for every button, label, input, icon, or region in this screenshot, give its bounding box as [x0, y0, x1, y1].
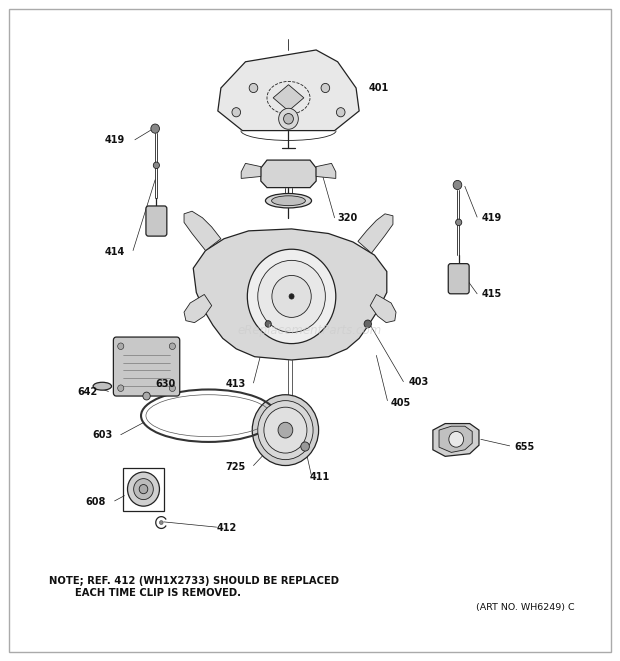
- Circle shape: [449, 432, 464, 447]
- Text: 320: 320: [338, 213, 358, 223]
- Text: 630: 630: [155, 379, 175, 389]
- Polygon shape: [261, 160, 316, 188]
- Polygon shape: [358, 214, 393, 253]
- Circle shape: [453, 180, 462, 190]
- FancyBboxPatch shape: [146, 206, 167, 236]
- Text: (ART NO. WH6249) C: (ART NO. WH6249) C: [476, 603, 574, 611]
- Text: 415: 415: [482, 290, 502, 299]
- Circle shape: [301, 442, 309, 451]
- Circle shape: [153, 162, 159, 169]
- Text: 401: 401: [368, 83, 389, 93]
- Text: 412: 412: [216, 524, 237, 533]
- Circle shape: [456, 219, 462, 225]
- Text: NOTE; REF. 412 (WH1X2733) SHOULD BE REPLACED: NOTE; REF. 412 (WH1X2733) SHOULD BE REPL…: [49, 576, 339, 586]
- Circle shape: [169, 385, 175, 391]
- Ellipse shape: [264, 407, 307, 453]
- Polygon shape: [433, 424, 479, 456]
- Polygon shape: [184, 212, 221, 251]
- Circle shape: [169, 343, 175, 350]
- Circle shape: [265, 321, 272, 327]
- Polygon shape: [193, 229, 387, 360]
- Text: 414: 414: [104, 247, 125, 257]
- Circle shape: [278, 422, 293, 438]
- FancyBboxPatch shape: [448, 264, 469, 293]
- Ellipse shape: [258, 401, 313, 459]
- FancyBboxPatch shape: [113, 337, 180, 396]
- Text: 413: 413: [225, 379, 246, 389]
- Polygon shape: [241, 163, 261, 178]
- Circle shape: [139, 485, 148, 494]
- Text: 405: 405: [391, 398, 411, 408]
- Circle shape: [258, 260, 326, 332]
- Circle shape: [247, 249, 336, 344]
- Text: 403: 403: [409, 377, 428, 387]
- Circle shape: [159, 521, 163, 525]
- Circle shape: [272, 276, 311, 317]
- Circle shape: [278, 108, 298, 130]
- Circle shape: [289, 293, 294, 299]
- Ellipse shape: [252, 395, 319, 465]
- Polygon shape: [273, 85, 304, 111]
- Text: 419: 419: [104, 136, 125, 145]
- Polygon shape: [439, 426, 472, 452]
- Circle shape: [134, 479, 153, 500]
- Polygon shape: [184, 294, 211, 323]
- Polygon shape: [370, 294, 396, 323]
- Circle shape: [151, 124, 159, 134]
- Circle shape: [128, 472, 159, 506]
- Text: 608: 608: [86, 497, 106, 507]
- Text: 655: 655: [514, 442, 534, 452]
- Text: 725: 725: [225, 462, 246, 472]
- Text: 411: 411: [310, 472, 330, 482]
- Circle shape: [118, 343, 124, 350]
- Text: 419: 419: [482, 213, 502, 223]
- Ellipse shape: [93, 382, 112, 390]
- Text: EACH TIME CLIP IS REMOVED.: EACH TIME CLIP IS REMOVED.: [75, 588, 241, 598]
- Circle shape: [364, 320, 371, 328]
- Circle shape: [321, 83, 330, 93]
- Polygon shape: [218, 50, 359, 131]
- Text: 642: 642: [78, 387, 98, 397]
- Ellipse shape: [272, 196, 306, 206]
- Text: eReplacementParts.com: eReplacementParts.com: [238, 324, 382, 337]
- Circle shape: [143, 392, 150, 400]
- Text: 603: 603: [92, 430, 112, 440]
- Circle shape: [249, 83, 258, 93]
- Circle shape: [337, 108, 345, 117]
- Circle shape: [118, 385, 124, 391]
- Circle shape: [283, 114, 293, 124]
- Polygon shape: [316, 163, 336, 178]
- Circle shape: [232, 108, 241, 117]
- Ellipse shape: [265, 194, 311, 208]
